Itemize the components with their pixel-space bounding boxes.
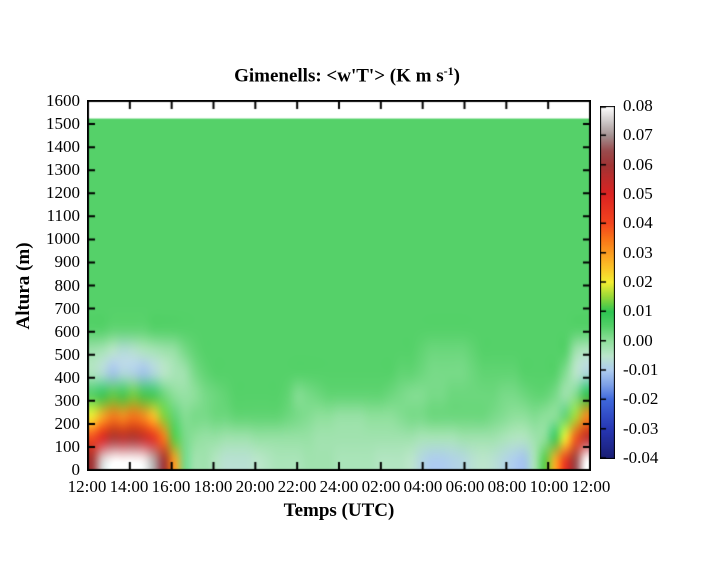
x-tick-label: 18:00: [193, 477, 233, 496]
x-tick-label: 08:00: [487, 477, 527, 496]
x-tick-label: 06:00: [445, 477, 485, 496]
y-tick-label: 700: [54, 298, 81, 318]
colorbar-tick-label: -0.02: [623, 389, 659, 409]
y-tick-label: 300: [54, 390, 81, 410]
chart-title-superscript: -1: [443, 64, 454, 78]
y-tick-label: 800: [54, 275, 81, 295]
plot-area: [87, 100, 591, 471]
colorbar-tick-label: 0.03: [623, 242, 653, 262]
colorbar-tick-label: -0.01: [623, 360, 659, 379]
x-tick-label: 24:00: [319, 477, 359, 496]
chart-title-text: Gimenells: <w'T'> (K m s: [234, 65, 444, 87]
x-tick-label: 04:00: [403, 477, 443, 496]
y-tick-label: 1600: [46, 91, 80, 110]
colorbar-tick-label: 0.07: [623, 125, 653, 145]
chart-title-suffix: ): [453, 65, 460, 87]
x-tick-label: 20:00: [235, 477, 275, 496]
colorbar-tick-label: -0.04: [623, 448, 659, 467]
colorbar-tick-label: 0.06: [623, 154, 653, 174]
y-tick-label: 200: [54, 413, 81, 433]
y-tick-label: 500: [54, 344, 81, 364]
y-tick-label: 900: [54, 252, 81, 272]
colorbar: [600, 106, 615, 459]
x-tick-label: 22:00: [277, 477, 317, 496]
y-tick-label: 1000: [46, 229, 80, 249]
x-tick-label: 14:00: [109, 477, 149, 496]
y-axis-label: Altura (m): [13, 242, 34, 330]
y-tick-label: 400: [54, 367, 81, 387]
y-tick-label: 1400: [46, 137, 80, 157]
x-tick-label: 10:00: [529, 477, 569, 496]
colorbar-tick-label: -0.03: [623, 418, 659, 438]
y-tick-label: 1300: [46, 160, 80, 180]
colorbar-tick-label: 0.04: [623, 213, 653, 233]
y-tick-label: 600: [54, 321, 81, 341]
colorbar-tick-label: 0.05: [623, 184, 653, 203]
y-tick-label: 1200: [46, 183, 80, 203]
x-tick-label: 12:00: [67, 477, 107, 496]
colorbar-tick-label: 0.08: [623, 96, 653, 115]
y-tick-label: 1100: [46, 206, 80, 226]
y-tick-label: 100: [54, 436, 81, 456]
x-axis-label: Temps (UTC): [283, 500, 395, 521]
x-tick-label: 02:00: [361, 477, 401, 496]
x-tick-label: 16:00: [151, 477, 191, 496]
x-tick-label: 12:00: [571, 477, 611, 496]
colorbar-tick-label: 0.01: [623, 301, 653, 321]
y-tick-label: 1500: [46, 114, 80, 134]
colorbar-tick-label: 0.02: [623, 272, 653, 291]
colorbar-tick-label: 0.00: [623, 330, 653, 350]
heatmap-canvas: [87, 100, 591, 471]
colorbar-canvas: [600, 106, 615, 459]
y-tick-label: 0: [71, 460, 81, 479]
chart-title: Gimenells: <w'T'> (K m s-1): [87, 64, 607, 88]
